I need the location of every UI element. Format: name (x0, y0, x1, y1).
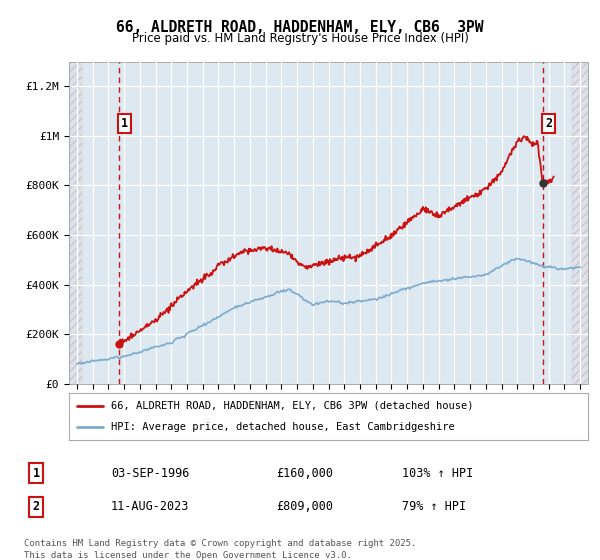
Text: 66, ALDRETH ROAD, HADDENHAM, ELY, CB6  3PW: 66, ALDRETH ROAD, HADDENHAM, ELY, CB6 3P… (116, 20, 484, 35)
Text: 1: 1 (32, 466, 40, 480)
Text: 66, ALDRETH ROAD, HADDENHAM, ELY, CB6 3PW (detached house): 66, ALDRETH ROAD, HADDENHAM, ELY, CB6 3P… (110, 400, 473, 410)
Text: 103% ↑ HPI: 103% ↑ HPI (402, 466, 473, 480)
Text: Contains HM Land Registry data © Crown copyright and database right 2025.
This d: Contains HM Land Registry data © Crown c… (24, 539, 416, 559)
Text: Price paid vs. HM Land Registry's House Price Index (HPI): Price paid vs. HM Land Registry's House … (131, 32, 469, 45)
Text: £160,000: £160,000 (276, 466, 333, 480)
Text: 1: 1 (121, 117, 128, 130)
Text: 03-SEP-1996: 03-SEP-1996 (111, 466, 190, 480)
Text: 79% ↑ HPI: 79% ↑ HPI (402, 500, 466, 514)
Text: 2: 2 (32, 500, 40, 514)
Text: HPI: Average price, detached house, East Cambridgeshire: HPI: Average price, detached house, East… (110, 422, 454, 432)
Text: 2: 2 (545, 117, 552, 130)
Text: £809,000: £809,000 (276, 500, 333, 514)
Text: 11-AUG-2023: 11-AUG-2023 (111, 500, 190, 514)
